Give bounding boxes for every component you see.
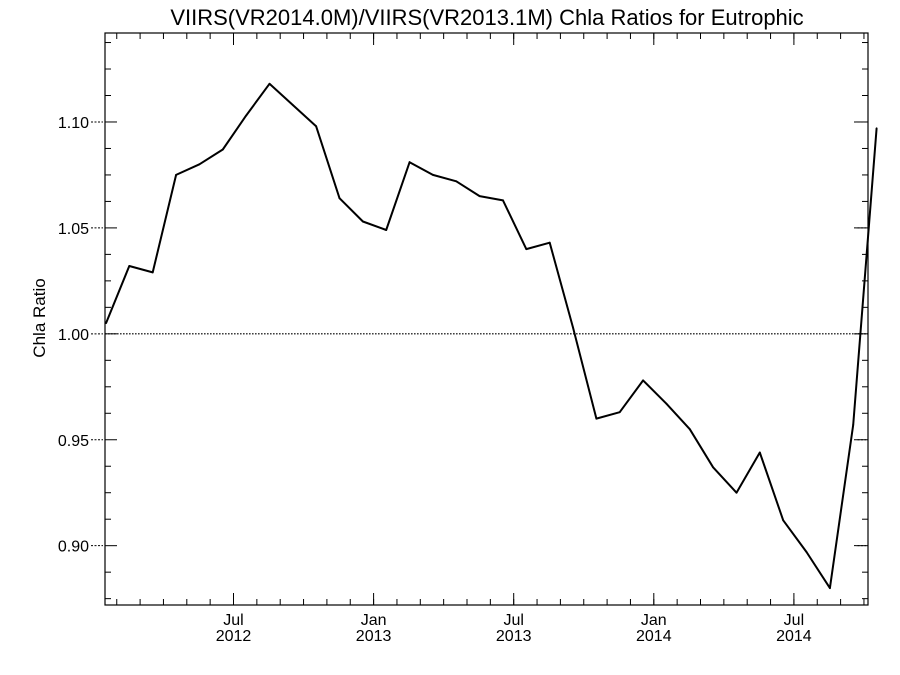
data-point [572,326,574,329]
data-point [618,411,621,414]
x-tick-month-label: Jan [361,612,387,629]
x-tick-year-label: 2012 [216,628,252,645]
data-point [595,417,598,420]
y-tick-label: 0.95 [58,433,89,450]
chart-title: VIIRS(VR2014.0M)/VIIRS(VR2013.1M) Chla R… [170,5,803,30]
data-point [291,104,294,106]
data-point [642,379,644,382]
data-point [758,451,761,454]
axis-ticks [91,33,868,605]
data-point [432,174,434,176]
series-line [105,82,878,590]
x-tick-year-label: 2014 [636,628,672,645]
x-tick-month-label: Jan [641,612,667,629]
data-point [852,424,855,426]
data-point [315,125,317,128]
y-axis-label: Chla Ratio [30,278,49,357]
data-point [735,491,738,494]
x-tick-month-label: Jul [503,612,523,629]
data-point [805,551,808,553]
data-point [688,428,691,431]
plot-frame [104,32,869,606]
data-point [128,265,131,267]
data-point [175,174,178,176]
data-point [151,271,154,274]
data-point [385,229,388,231]
data-point [268,82,271,85]
data-point [338,197,341,200]
data-point [245,114,248,117]
y-tick-label: 1.05 [58,221,89,238]
y-tick-label: 1.00 [58,327,89,344]
data-point [362,220,364,223]
data-point [198,163,201,166]
data-point [408,161,411,164]
data-point [502,199,504,202]
tick-labels: 0.900.951.001.051.10Jul2012Jan2013Jul201… [58,115,812,645]
data-point [548,241,551,244]
data-point [665,402,668,405]
x-tick-year-label: 2014 [776,628,812,645]
data-point [105,322,107,325]
y-tick-label: 0.90 [58,539,89,556]
x-tick-year-label: 2013 [496,628,532,645]
x-tick-month-label: Jul [784,612,804,629]
data-point [221,148,224,151]
data-point [782,519,785,522]
data-point [875,127,878,130]
data-point [525,248,528,251]
data-point [829,587,831,589]
data-point [478,195,481,198]
data-point [455,180,458,183]
x-tick-month-label: Jul [223,612,243,629]
series-group [105,82,878,590]
y-tick-label: 1.10 [58,115,89,132]
x-tick-year-label: 2013 [356,628,392,645]
data-point [712,466,714,469]
